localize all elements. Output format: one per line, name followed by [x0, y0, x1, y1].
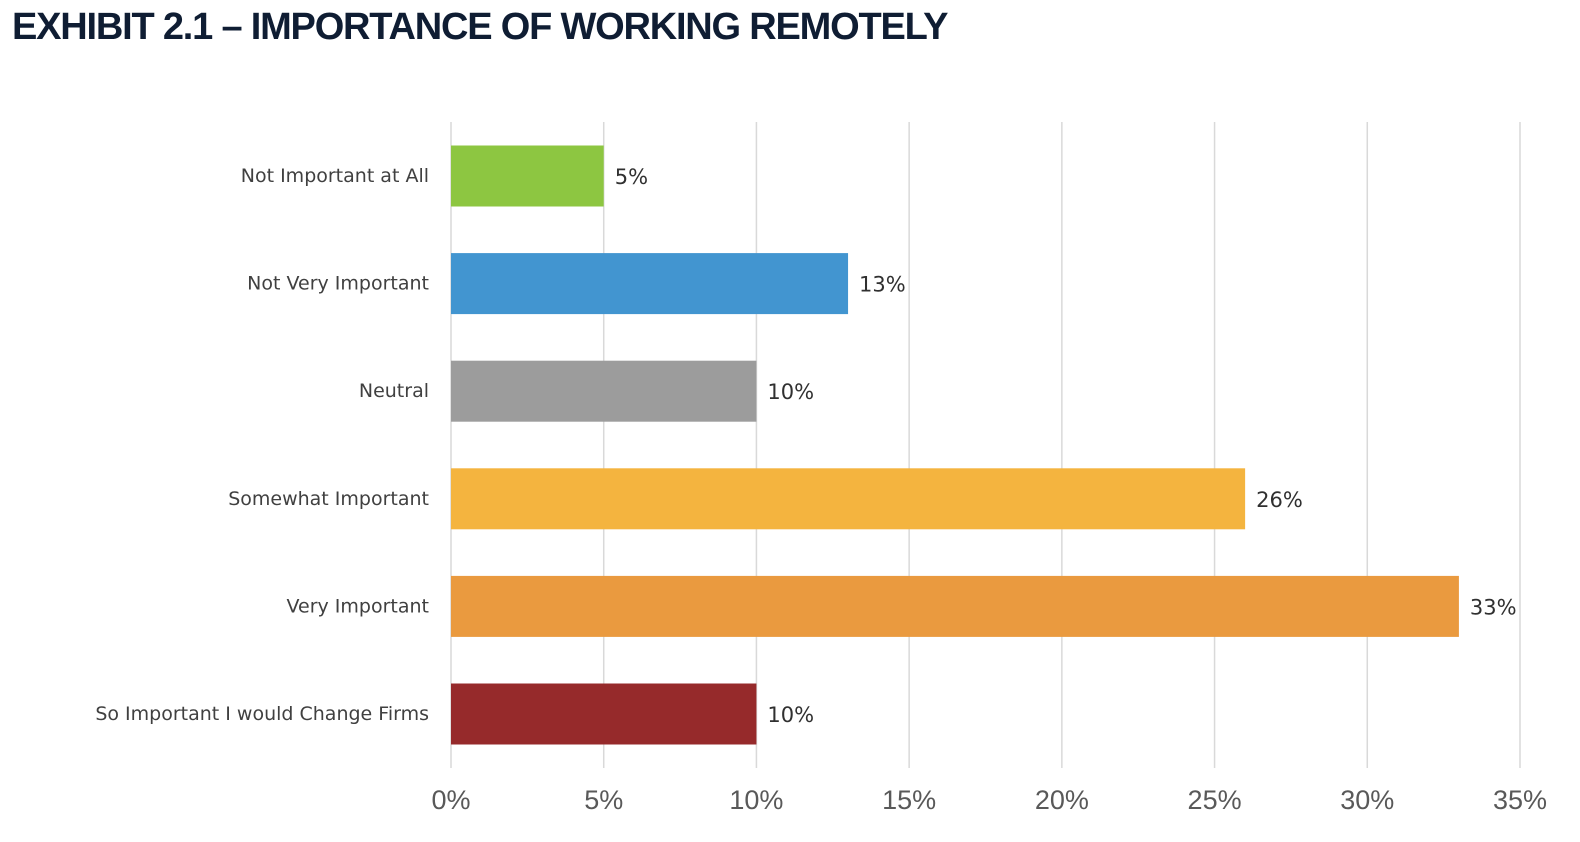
- gridlines: [450, 122, 1521, 768]
- tick-label-5: 5%: [584, 785, 623, 815]
- bar-5: [451, 683, 757, 745]
- category-labels: Not Important at All Not Very Important Ne…: [95, 165, 429, 725]
- bar-0: [451, 145, 604, 207]
- bar-2: [451, 360, 757, 422]
- bar-1: [451, 253, 849, 315]
- category-label-5: So Important I would Change Firms: [95, 703, 429, 725]
- category-label-3: Somewhat Important: [228, 488, 429, 510]
- chart-title: EXHIBIT 2.1 – IMPORTANCE OF WORKING REMO…: [12, 6, 948, 48]
- tick-label-30: 30%: [1340, 785, 1394, 815]
- data-label-2: 10%: [767, 380, 814, 404]
- bar-4: [451, 575, 1459, 637]
- bar-3: [451, 468, 1246, 530]
- data-label-1: 13%: [859, 273, 906, 297]
- tick-label-35: 35%: [1493, 785, 1547, 815]
- category-label-4: Very Important: [287, 595, 430, 617]
- data-label-3: 26%: [1256, 488, 1303, 512]
- bars: [451, 145, 1459, 745]
- data-label-4: 33%: [1470, 595, 1517, 619]
- data-label-5: 10%: [767, 703, 814, 727]
- tick-label-20: 20%: [1035, 785, 1089, 815]
- tick-label-0: 0%: [431, 785, 470, 815]
- tick-label-15: 15%: [882, 785, 936, 815]
- tick-label-10: 10%: [729, 785, 783, 815]
- tick-label-25: 25%: [1188, 785, 1242, 815]
- data-label-0: 5%: [615, 165, 648, 189]
- data-labels: 5% 13% 10% 26% 33% 10%: [615, 165, 1517, 727]
- x-axis-tick-labels: 0% 5% 10% 15% 20% 25% 30% 35%: [431, 785, 1547, 815]
- category-label-0: Not Important at All: [241, 165, 429, 187]
- category-label-1: Not Very Important: [247, 273, 429, 295]
- category-label-2: Neutral: [359, 380, 429, 402]
